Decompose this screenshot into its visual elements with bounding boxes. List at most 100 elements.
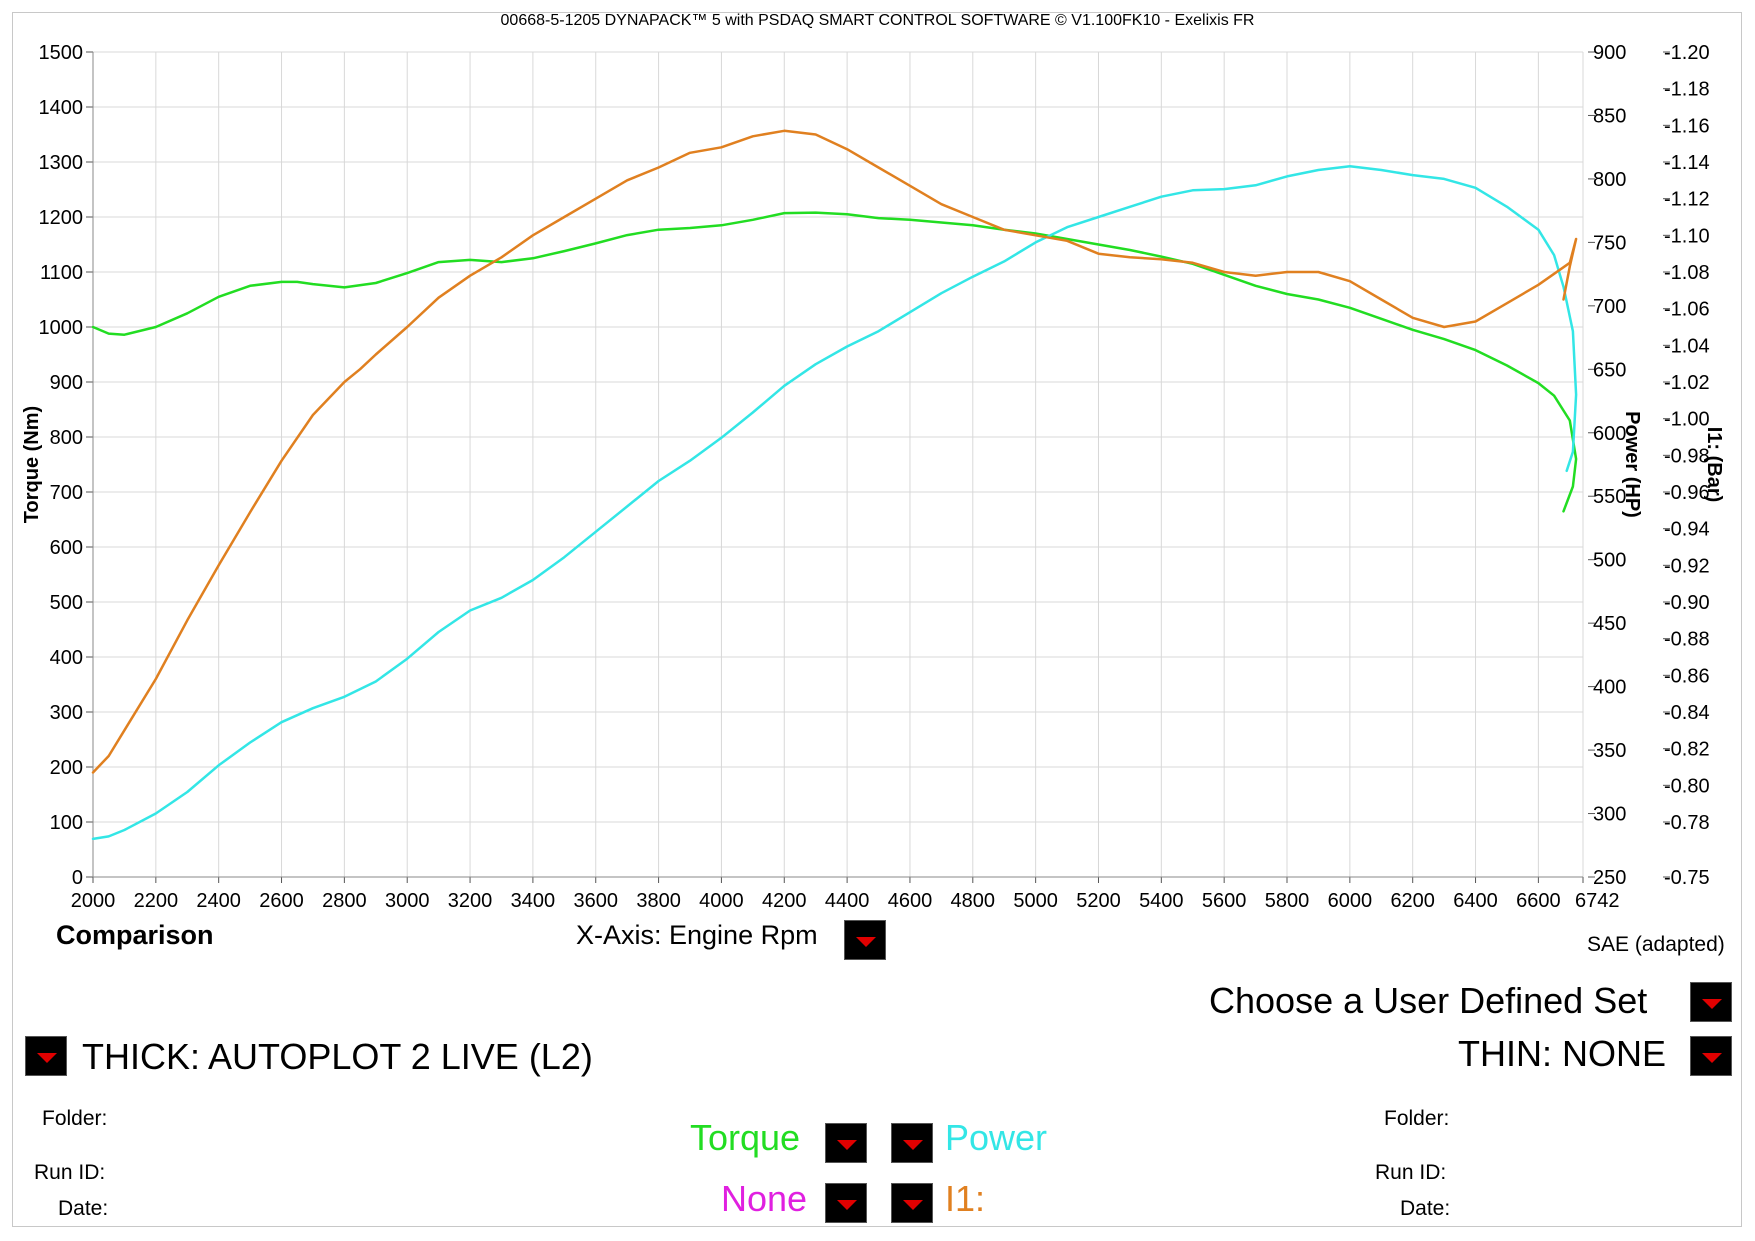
chart-labels: 2000 2200 2400 2600 2800 3000 3200 3400 3600 3800… <box>21 42 1725 912</box>
y-i1-tick-label: -0.84 <box>1664 702 1710 724</box>
y-power-tick-label: 600 <box>1593 423 1626 445</box>
power-dropdown-icon[interactable] <box>891 1123 933 1163</box>
y-left-tick-label: 0 <box>72 867 83 889</box>
y-power-tick-label: 450 <box>1593 613 1626 635</box>
x-tick-label: 6742 <box>1575 890 1620 912</box>
y-left-tick-label: 1300 <box>39 152 84 174</box>
y-i1-tick-label: -0.90 <box>1664 592 1710 614</box>
y-power-tick-label: 800 <box>1593 169 1626 191</box>
y-i1-tick-label: -1.14 <box>1664 152 1710 174</box>
y-left-tick-label: 700 <box>50 482 83 504</box>
y-left-tick-label: 600 <box>50 537 83 559</box>
none-dropdown-icon[interactable] <box>825 1183 867 1223</box>
y-i1-tick-label: -0.78 <box>1664 812 1710 834</box>
series-line-power <box>91 164 1578 841</box>
x-tick-label: 2400 <box>196 890 241 912</box>
y-power-tick-label: 300 <box>1593 804 1626 826</box>
x-tick-label: 2000 <box>71 890 116 912</box>
y-i1-axis-title: I1: (Bar) <box>1703 427 1725 503</box>
x-tick-label: 3000 <box>385 890 430 912</box>
series-line-torque <box>91 211 1578 513</box>
date-left-label: Date: <box>58 1197 109 1220</box>
y-left-tick-label: 1400 <box>39 97 84 119</box>
torque-legend-label: Torque <box>690 1117 801 1158</box>
y-i1-tick-label: -1.00 <box>1664 409 1710 431</box>
y-left-tick-label: 900 <box>50 372 83 394</box>
y-left-tick-label: 400 <box>50 647 83 669</box>
x-tick-label: 6400 <box>1453 890 1498 912</box>
y-i1-tick-label: -0.80 <box>1664 775 1710 797</box>
y-power-tick-label: 250 <box>1593 867 1626 889</box>
x-tick-label: 3800 <box>636 890 681 912</box>
x-tick-label: 3600 <box>573 890 618 912</box>
y-power-axis-title: Power (HP) <box>1621 411 1643 518</box>
y-left-tick-label: 200 <box>50 757 83 779</box>
y-i1-tick-label: -1.20 <box>1664 42 1710 64</box>
y-left-axis-title: Torque (Nm) <box>21 406 43 523</box>
chart-axes <box>86 51 1670 883</box>
y-left-tick-label: 1000 <box>39 317 84 339</box>
y-i1-tick-label: -1.06 <box>1664 299 1710 321</box>
x-tick-label: 4600 <box>888 890 933 912</box>
thick-dropdown-icon[interactable] <box>25 1036 67 1076</box>
y-i1-tick-label: -0.92 <box>1664 555 1710 577</box>
x-tick-label: 6000 <box>1328 890 1373 912</box>
y-i1-tick-label: -1.10 <box>1664 225 1710 247</box>
y-left-tick-label: 300 <box>50 702 83 724</box>
page-frame <box>12 12 1742 1227</box>
y-i1-tick-label: -1.02 <box>1664 372 1710 394</box>
runid-right-label: Run ID: <box>1375 1161 1447 1184</box>
y-i1-tick-label: -0.96 <box>1664 482 1710 504</box>
x-tick-label: 5000 <box>1013 890 1058 912</box>
none-legend-label: None <box>721 1178 808 1219</box>
chart-grid <box>92 51 1584 878</box>
y-left-tick-label: 100 <box>50 812 83 834</box>
y-i1-tick-label: -1.08 <box>1664 262 1710 284</box>
x-tick-label: 4200 <box>762 890 807 912</box>
y-i1-tick-label: -1.18 <box>1664 79 1710 101</box>
x-tick-label: 2600 <box>259 890 304 912</box>
x-tick-label: 5800 <box>1265 890 1310 912</box>
thin-label: THIN: NONE <box>1458 1033 1667 1074</box>
y-i1-tick-label: -0.86 <box>1664 665 1710 687</box>
xaxis-label: X-Axis: Engine Rpm <box>576 920 818 950</box>
torque-dropdown-icon[interactable] <box>825 1123 867 1163</box>
x-tick-label: 6200 <box>1390 890 1435 912</box>
y-left-tick-label: 500 <box>50 592 83 614</box>
y-left-tick-label: 1200 <box>39 207 84 229</box>
x-tick-label: 5200 <box>1076 890 1121 912</box>
y-i1-tick-label: -0.82 <box>1664 739 1710 761</box>
user-set-dropdown-icon[interactable] <box>1690 982 1732 1022</box>
folder-right-label: Folder: <box>1384 1107 1450 1130</box>
x-tick-label: 4400 <box>825 890 870 912</box>
xaxis-dropdown-icon[interactable] <box>844 920 886 960</box>
y-power-tick-label: 900 <box>1593 42 1626 64</box>
y-power-tick-label: 400 <box>1593 677 1626 699</box>
y-i1-tick-label: -1.04 <box>1664 335 1710 357</box>
x-tick-label: 3200 <box>448 890 493 912</box>
y-i1-tick-label: -0.88 <box>1664 629 1710 651</box>
thick-label: THICK: AUTOPLOT 2 LIVE (L2) <box>82 1036 593 1077</box>
x-tick-label: 5400 <box>1139 890 1184 912</box>
series-line-i1 <box>91 129 1578 774</box>
y-left-tick-label: 800 <box>50 427 83 449</box>
x-tick-label: 4800 <box>951 890 996 912</box>
y-i1-tick-label: -0.98 <box>1664 445 1710 467</box>
i1-legend-label: I1: <box>945 1178 986 1219</box>
y-power-tick-label: 700 <box>1593 296 1626 318</box>
x-tick-label: 5600 <box>1202 890 1247 912</box>
chart-series <box>91 129 1578 841</box>
user-set-label: Choose a User Defined Set <box>1209 980 1648 1021</box>
y-power-tick-label: 350 <box>1593 740 1626 762</box>
y-power-tick-label: 850 <box>1593 105 1626 127</box>
x-tick-label: 3400 <box>511 890 556 912</box>
y-left-tick-label: 1100 <box>40 262 83 284</box>
x-tick-label: 6600 <box>1516 890 1561 912</box>
folder-left-label: Folder: <box>42 1107 108 1130</box>
x-tick-label: 2800 <box>322 890 367 912</box>
y-i1-tick-label: -0.94 <box>1664 519 1710 541</box>
thin-dropdown-icon[interactable] <box>1690 1036 1732 1076</box>
power-legend-label: Power <box>945 1117 1048 1158</box>
i1-dropdown-icon[interactable] <box>891 1183 933 1223</box>
